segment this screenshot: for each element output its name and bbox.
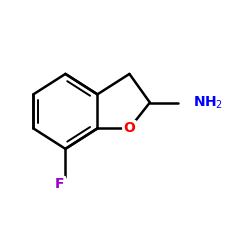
Text: O: O — [124, 122, 135, 136]
Text: F: F — [55, 177, 65, 191]
Text: NH$_2$: NH$_2$ — [194, 94, 224, 111]
